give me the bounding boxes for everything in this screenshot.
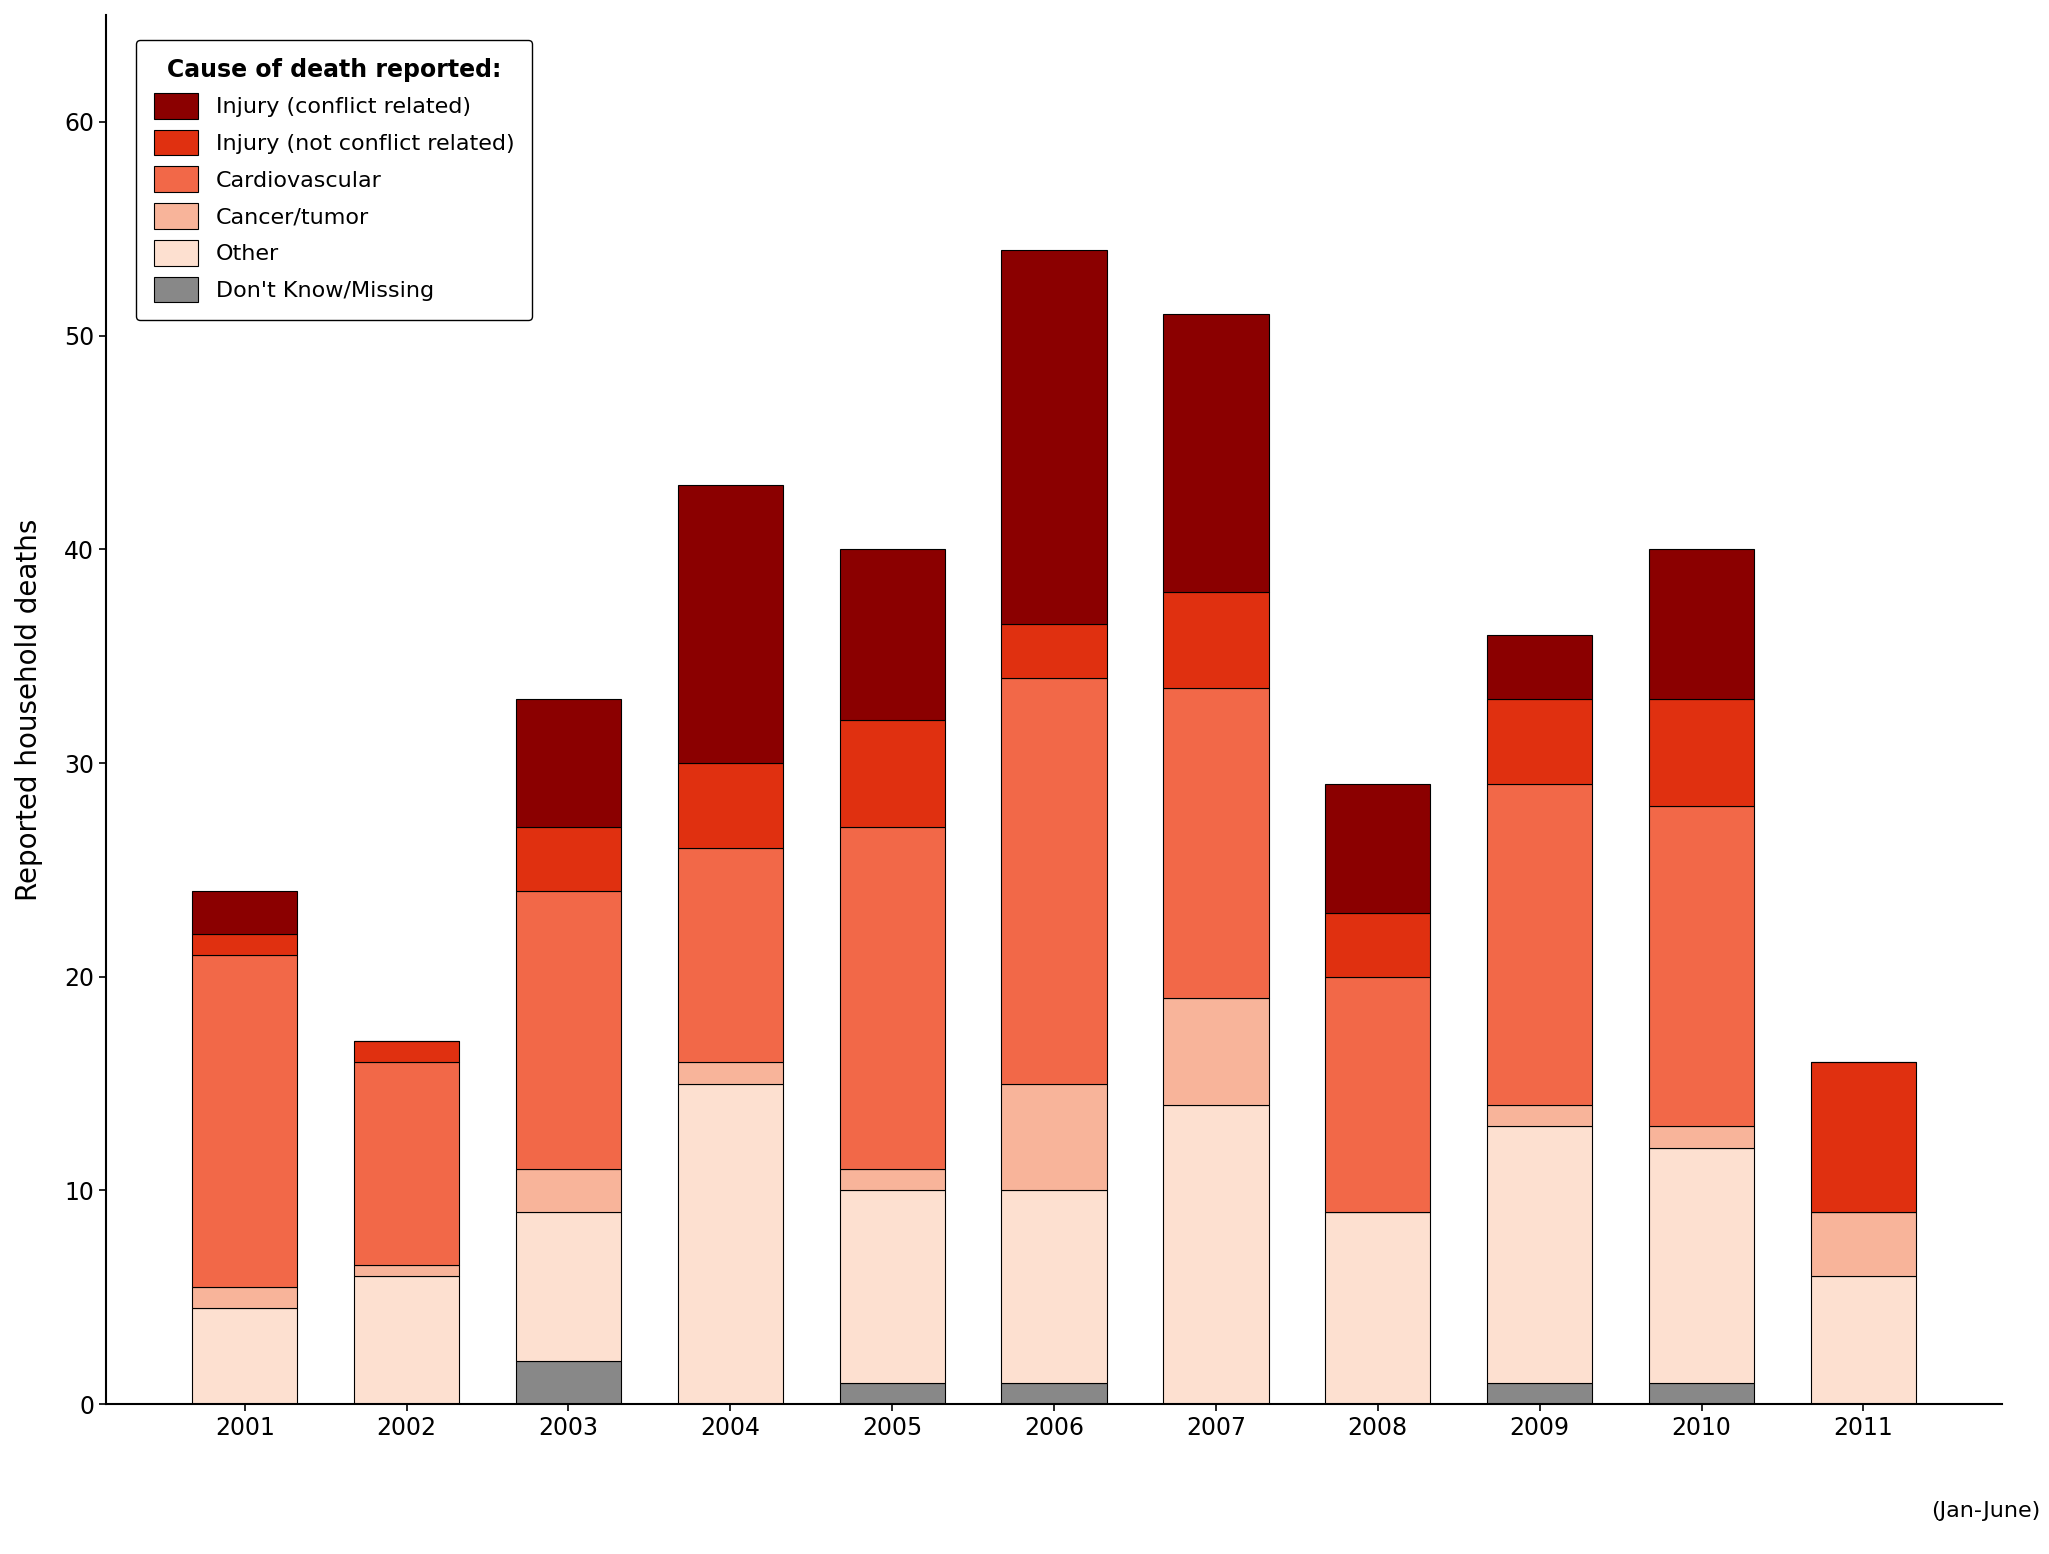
Bar <box>1002 678 1106 1083</box>
Bar <box>840 1383 945 1405</box>
Bar <box>1649 1383 1754 1405</box>
Bar <box>1488 634 1592 699</box>
Bar <box>678 1083 783 1405</box>
Bar <box>1002 625 1106 678</box>
Bar <box>1811 1063 1916 1212</box>
Bar <box>840 549 945 720</box>
Bar <box>516 1212 621 1361</box>
Bar <box>1488 1127 1592 1383</box>
Bar <box>1326 785 1430 912</box>
Bar <box>516 892 621 1169</box>
Bar <box>516 699 621 827</box>
Bar <box>1002 1083 1106 1190</box>
Bar <box>193 934 297 956</box>
Bar <box>1649 1148 1754 1383</box>
Bar <box>1488 1383 1592 1405</box>
Bar <box>193 892 297 934</box>
Bar <box>1326 977 1430 1212</box>
Bar <box>1164 314 1268 592</box>
Bar <box>193 1308 297 1405</box>
Bar <box>193 1287 297 1308</box>
Bar <box>1164 998 1268 1105</box>
Bar <box>840 720 945 827</box>
Bar <box>840 1190 945 1383</box>
Bar <box>1164 592 1268 688</box>
Bar <box>1649 699 1754 807</box>
Y-axis label: Reported household deaths: Reported household deaths <box>14 519 43 901</box>
Bar <box>354 1063 459 1265</box>
Bar <box>354 1041 459 1063</box>
Bar <box>1326 912 1430 977</box>
Bar <box>678 485 783 763</box>
Bar <box>1488 699 1592 785</box>
Bar <box>354 1265 459 1276</box>
Bar <box>678 848 783 1063</box>
Bar <box>516 1361 621 1405</box>
Bar <box>1002 1190 1106 1383</box>
Bar <box>840 1169 945 1190</box>
Bar <box>1649 807 1754 1127</box>
Bar <box>678 1063 783 1083</box>
Bar <box>1164 1105 1268 1405</box>
Bar <box>840 827 945 1169</box>
Bar <box>193 956 297 1287</box>
Bar <box>1811 1212 1916 1276</box>
Text: (Jan-June): (Jan-June) <box>1930 1501 2041 1521</box>
Bar <box>1002 1383 1106 1405</box>
Bar <box>1326 1212 1430 1405</box>
Bar <box>1488 1105 1592 1127</box>
Bar <box>516 1169 621 1212</box>
Bar <box>1164 688 1268 998</box>
Legend: Injury (conflict related), Injury (not conflict related), Cardiovascular, Cancer: Injury (conflict related), Injury (not c… <box>135 40 533 320</box>
Bar <box>1488 785 1592 1105</box>
Bar <box>1002 250 1106 625</box>
Bar <box>1649 549 1754 699</box>
Bar <box>1811 1276 1916 1405</box>
Bar <box>1649 1127 1754 1148</box>
Bar <box>354 1276 459 1405</box>
Bar <box>678 763 783 848</box>
Bar <box>516 827 621 892</box>
